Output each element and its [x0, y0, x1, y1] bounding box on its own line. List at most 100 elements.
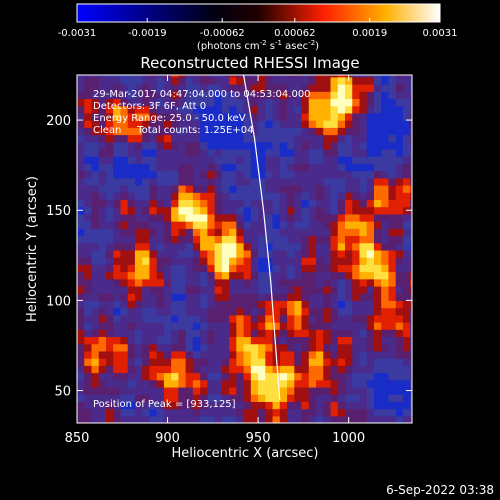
heatmap-cell	[221, 336, 230, 345]
heatmap-cell	[388, 358, 397, 366]
heatmap-cell	[330, 386, 339, 395]
heatmap-cell	[178, 293, 187, 301]
heatmap-cell	[98, 379, 107, 388]
heatmap-cell	[258, 206, 266, 215]
heatmap-cell	[229, 112, 237, 121]
heatmap-cell	[373, 408, 382, 417]
heatmap-cell	[402, 401, 411, 410]
heatmap-cell	[77, 365, 85, 374]
heatmap-cell	[366, 127, 375, 136]
heatmap-cell	[373, 134, 382, 143]
heatmap-cell	[316, 350, 324, 359]
heatmap-cell	[207, 84, 216, 92]
heatmap-cell	[323, 156, 332, 164]
heatmap-cell	[366, 365, 375, 374]
heatmap-cell	[214, 257, 223, 265]
heatmap-cell	[381, 379, 390, 388]
heatmap-cell	[84, 307, 93, 316]
heatmap-cell	[272, 134, 281, 143]
heatmap-cell	[279, 206, 288, 215]
heatmap-cell	[316, 76, 324, 85]
heatmap-cell	[98, 394, 107, 402]
heatmap-cell	[265, 401, 274, 410]
heatmap-cell	[113, 141, 122, 150]
heatmap-cell	[156, 242, 165, 251]
heatmap-cell	[77, 293, 85, 301]
heatmap-cell	[316, 386, 324, 395]
heatmap-cell	[105, 336, 114, 345]
heatmap-cell	[127, 134, 136, 143]
heatmap-cell	[120, 221, 129, 229]
heatmap-cell	[221, 228, 230, 237]
heatmap-cell	[250, 329, 259, 338]
heatmap-cell	[323, 314, 332, 323]
heatmap-cell	[337, 156, 346, 164]
heatmap-cell	[120, 98, 129, 107]
heatmap-cell	[200, 127, 208, 136]
heatmap-cell	[301, 350, 310, 359]
heatmap-cell	[98, 141, 107, 150]
heatmap-cell	[352, 235, 361, 244]
heatmap-cell	[352, 141, 361, 150]
heatmap-cell	[214, 329, 223, 338]
heatmap-cell	[345, 228, 353, 237]
heatmap-cell	[171, 91, 179, 100]
heatmap-cell	[352, 127, 361, 136]
heatmap-cell	[337, 343, 346, 352]
heatmap-cell	[192, 322, 201, 330]
heatmap-cell	[308, 264, 317, 273]
heatmap-cell	[105, 408, 114, 417]
heatmap-cell	[258, 314, 266, 323]
heatmap-cell	[91, 372, 100, 381]
heatmap-cell	[402, 329, 411, 338]
heatmap-cell	[207, 415, 216, 423]
heatmap-cell	[287, 156, 295, 164]
heatmap-cell	[98, 386, 107, 395]
heatmap-cell	[113, 184, 122, 193]
heatmap-cell	[279, 105, 288, 114]
heatmap-cell	[171, 415, 179, 423]
heatmap-cell	[366, 264, 375, 273]
heatmap-cell	[149, 84, 158, 92]
heatmap-cell	[236, 329, 245, 338]
heatmap-cell	[323, 415, 332, 423]
heatmap-cell	[113, 358, 122, 366]
heatmap-cell	[200, 192, 208, 201]
heatmap-cell	[316, 379, 324, 388]
heatmap-cell	[330, 91, 339, 100]
heatmap-cell	[250, 120, 259, 128]
heatmap-cell	[98, 192, 107, 201]
heatmap-cell	[323, 322, 332, 330]
heatmap-cell	[127, 343, 136, 352]
heatmap-cell	[200, 156, 208, 164]
heatmap-cell	[207, 329, 216, 338]
heatmap-cell	[301, 76, 310, 85]
heatmap-cell	[410, 415, 412, 423]
heatmap-cell	[163, 112, 172, 121]
heatmap-cell	[200, 170, 208, 179]
heatmap-cell	[410, 141, 412, 150]
heatmap-cell	[134, 379, 143, 388]
heatmap-cell	[337, 170, 346, 179]
heatmap-cell	[272, 365, 281, 374]
heatmap-cell	[105, 242, 114, 251]
heatmap-cell	[178, 206, 187, 215]
heatmap-cell	[84, 120, 93, 128]
heatmap-cell	[316, 307, 324, 316]
heatmap-cell	[91, 314, 100, 323]
heatmap-cell	[77, 394, 85, 402]
heatmap-cell	[84, 235, 93, 244]
heatmap-cell	[301, 329, 310, 338]
heatmap-cell	[171, 163, 179, 172]
heatmap-cell	[265, 170, 274, 179]
heatmap-cell	[113, 91, 122, 100]
heatmap-cell	[149, 91, 158, 100]
heatmap-cell	[337, 322, 346, 330]
heatmap-cell	[243, 235, 252, 244]
heatmap-cell	[84, 134, 93, 143]
heatmap-cell	[330, 401, 339, 410]
heatmap-cell	[236, 415, 245, 423]
heatmap-cell	[330, 141, 339, 150]
heatmap-cell	[402, 293, 411, 301]
heatmap-cell	[98, 177, 107, 186]
